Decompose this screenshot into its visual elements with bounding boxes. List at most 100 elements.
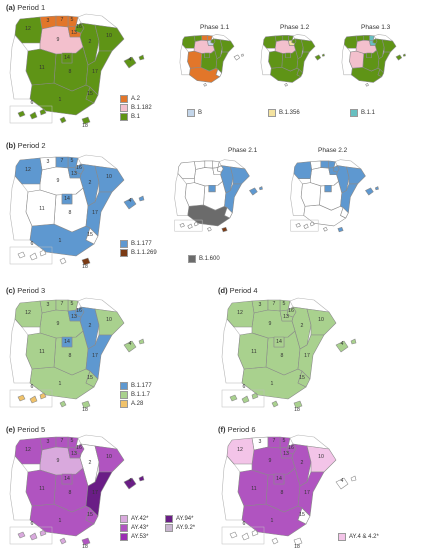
legend-swatch — [120, 391, 128, 399]
legend-label: AY.43* — [131, 525, 149, 531]
legend-swatch — [187, 109, 195, 117]
legend-label: B.1.1.269 — [131, 250, 157, 256]
region-10 — [346, 166, 366, 185]
region-4 — [233, 53, 244, 61]
region-17 — [85, 191, 113, 237]
region-number-10: 10 — [318, 317, 324, 323]
legend-item: B.1.182 — [120, 104, 152, 112]
panel-f-label: (f) Period 6 — [218, 425, 256, 434]
region-18 — [81, 400, 91, 409]
region-1 — [29, 366, 95, 400]
region-number-6: 6 — [31, 100, 34, 106]
region-number-4: 4 — [341, 478, 344, 484]
legend-item: AY.53* — [120, 533, 148, 541]
region-number-12: 12 — [25, 447, 31, 453]
region-1 — [29, 82, 95, 116]
region-number-12: 12 — [25, 26, 31, 32]
region-17 — [85, 50, 113, 96]
region-number-13: 13 — [283, 314, 289, 320]
legend-label: A.28 — [131, 401, 144, 407]
legend-swatch — [120, 240, 128, 248]
region-number-10: 10 — [318, 454, 324, 460]
phase-1-2-title: Phase 1.2 — [280, 24, 310, 31]
canary-islands-inset-box — [174, 219, 203, 232]
legend-item: B.1.600 — [188, 255, 220, 263]
region-12 — [181, 35, 196, 49]
region-number-18: 18 — [294, 544, 300, 550]
legend-swatch — [120, 382, 128, 390]
region-number-7: 7 — [61, 17, 64, 23]
region-18 — [81, 116, 91, 125]
legend-swatch — [120, 515, 128, 523]
region-1 — [351, 66, 383, 83]
region-number-11: 11 — [39, 206, 44, 212]
region-number-2: 2 — [89, 323, 92, 329]
region-9 — [274, 39, 296, 54]
legend-item: AY.9.2* — [165, 524, 195, 532]
panel-d-label: (d) Period 4 — [218, 286, 258, 295]
region-9 — [194, 167, 223, 187]
region-number-13: 13 — [71, 451, 77, 457]
region-number-7: 7 — [61, 438, 64, 444]
region-14 — [204, 52, 210, 59]
legend-item: A.28 — [120, 400, 143, 408]
region-number-2: 2 — [301, 460, 304, 466]
region-number-18: 18 — [82, 123, 88, 129]
panel-e-title: Period 5 — [17, 425, 46, 434]
region-12 — [14, 300, 43, 328]
region-number-1: 1 — [59, 518, 62, 524]
region-17 — [297, 471, 325, 517]
region-number-10: 10 — [106, 454, 112, 460]
region-6 — [17, 529, 47, 541]
region-number-1: 1 — [271, 381, 274, 387]
legend-label: AY.9.2* — [176, 525, 196, 531]
region-number-8: 8 — [69, 210, 72, 216]
region-number-1: 1 — [59, 381, 62, 387]
legend-swatch — [165, 515, 173, 523]
region-number-1: 1 — [271, 518, 274, 524]
region-number-14: 14 — [64, 55, 70, 61]
region-number-8: 8 — [69, 490, 72, 496]
canary-islands-inset-box — [290, 219, 319, 232]
legend-swatch — [350, 109, 358, 117]
region-11 — [187, 50, 203, 69]
region-number-3: 3 — [259, 439, 262, 445]
canary-islands-inset-box — [221, 389, 265, 408]
region-7 — [363, 35, 370, 41]
legend-label: AY.94* — [176, 516, 194, 522]
canary-islands-inset-box — [9, 526, 53, 545]
region-ceuta — [365, 83, 369, 87]
panel-a-label: (a) Period 1 — [6, 3, 45, 12]
region-4 — [249, 186, 263, 196]
region-14 — [61, 52, 73, 64]
region-14 — [61, 473, 73, 485]
region-11 — [25, 469, 57, 507]
region-number-11: 11 — [251, 486, 256, 492]
panel-b-label: (b) Period 2 — [6, 141, 46, 150]
region-number-11: 11 — [251, 349, 256, 355]
region-ceuta — [323, 226, 328, 232]
region-number-17: 17 — [304, 490, 310, 496]
panel-a-tag: (a) — [6, 3, 16, 12]
region-number-5: 5 — [283, 438, 286, 444]
region-number-7: 7 — [273, 438, 276, 444]
region-16 — [372, 38, 378, 44]
region-number-14: 14 — [276, 476, 282, 482]
region-17 — [215, 51, 229, 74]
region-number-3: 3 — [259, 302, 262, 308]
map-phase-1-2 — [260, 34, 325, 87]
region-number-1: 1 — [59, 97, 62, 103]
region-number-8: 8 — [69, 69, 72, 75]
region-number-11: 11 — [39, 65, 44, 71]
region-9 — [251, 309, 296, 339]
region-number-17: 17 — [304, 353, 310, 359]
region-16 — [216, 165, 224, 173]
phase-2-1-title: Phase 2.1 — [228, 147, 258, 154]
region-11 — [25, 332, 57, 370]
region-number-14: 14 — [64, 339, 70, 345]
region-9 — [355, 39, 377, 54]
region-ceuta — [59, 537, 67, 545]
legend-item: B.1.1.269 — [120, 249, 157, 257]
